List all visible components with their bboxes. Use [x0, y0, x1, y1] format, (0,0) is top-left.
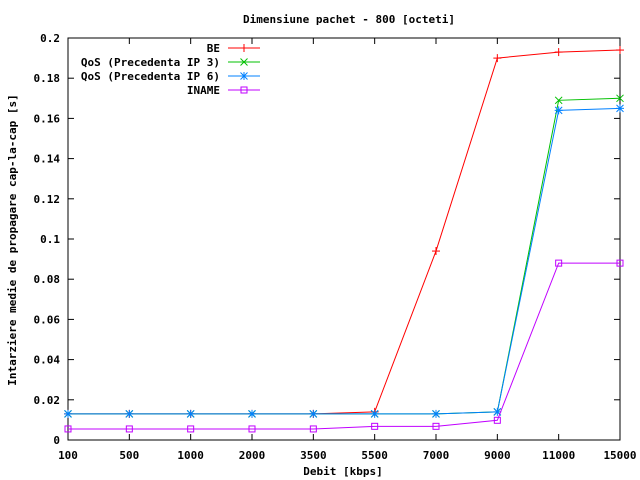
- x-tick-label: 500: [119, 449, 139, 462]
- data-point: [616, 94, 624, 103]
- data-point: [240, 86, 248, 94]
- data-point: [554, 48, 563, 57]
- data-point: [493, 416, 501, 424]
- data-point: [64, 409, 72, 418]
- series-line-1: [68, 49, 621, 415]
- series-group: [64, 46, 624, 433]
- series-line-2: [68, 97, 621, 415]
- data-point: [555, 259, 563, 267]
- y-tick-label: 0.18: [34, 72, 61, 85]
- y-tick-label: 0.06: [34, 313, 61, 326]
- data-point: [309, 425, 317, 433]
- y-tick-label: 0: [53, 434, 60, 447]
- data-point: [432, 247, 440, 256]
- data-point: [125, 409, 134, 418]
- x-tick-label: 7000: [423, 449, 450, 462]
- data-point: [554, 106, 563, 115]
- data-point: [554, 96, 563, 105]
- data-point: [240, 44, 248, 52]
- series-line-4: [68, 262, 620, 430]
- series-line-3: [68, 107, 621, 415]
- x-tick-label: 2000: [239, 449, 266, 462]
- data-point: [240, 58, 248, 66]
- data-point: [186, 409, 195, 418]
- data-point: [616, 259, 624, 267]
- y-axis-label: Intarziere medie de propagare cap-la-cap…: [6, 94, 19, 385]
- data-point: [64, 425, 72, 433]
- x-axis-label: Debit [kbps]: [303, 465, 382, 478]
- y-tick-label: 0.04: [34, 354, 61, 367]
- data-point: [125, 425, 133, 433]
- data-point: [248, 409, 256, 418]
- data-point: [432, 422, 440, 430]
- legend-label: INAME: [187, 84, 220, 97]
- data-point: [309, 409, 318, 418]
- legend-label: QoS (Precedenta IP 6): [81, 70, 220, 83]
- y-tick-label: 0.12: [34, 193, 61, 206]
- data-point: [616, 104, 624, 113]
- plot-frame: [67, 37, 621, 441]
- x-tick-label: 5500: [361, 449, 388, 462]
- chart-title: Dimensiune pachet - 800 [octeti]: [243, 13, 455, 26]
- y-tick-label: 0.02: [34, 394, 61, 407]
- data-point: [187, 425, 195, 433]
- x-tick-label: 15000: [603, 449, 636, 462]
- y-tick-label: 0.14: [34, 153, 61, 166]
- y-tick-label: 0.1: [40, 233, 60, 246]
- legend-label: BE: [207, 42, 220, 55]
- x-tick-label: 11000: [542, 449, 575, 462]
- data-point: [240, 72, 248, 80]
- data-point: [616, 46, 624, 55]
- legend-label: QoS (Precedenta IP 3): [81, 56, 220, 69]
- y-tick-label: 0.16: [34, 112, 61, 125]
- data-point: [493, 54, 502, 63]
- data-point: [248, 425, 256, 433]
- x-tick-label: 3500: [300, 449, 327, 462]
- y-tick-label: 0.08: [34, 273, 61, 286]
- data-point: [370, 409, 379, 418]
- x-tick-label: 1000: [177, 449, 204, 462]
- x-tick-label: 100: [58, 449, 78, 462]
- axis-ticks: 100 500 1000 2000 3500 5500 7000 9000 11000 15000…: [34, 32, 637, 462]
- data-point: [371, 422, 379, 430]
- data-point: [432, 409, 440, 418]
- y-tick-label: 0.2: [40, 32, 60, 45]
- x-tick-label: 9000: [484, 449, 511, 462]
